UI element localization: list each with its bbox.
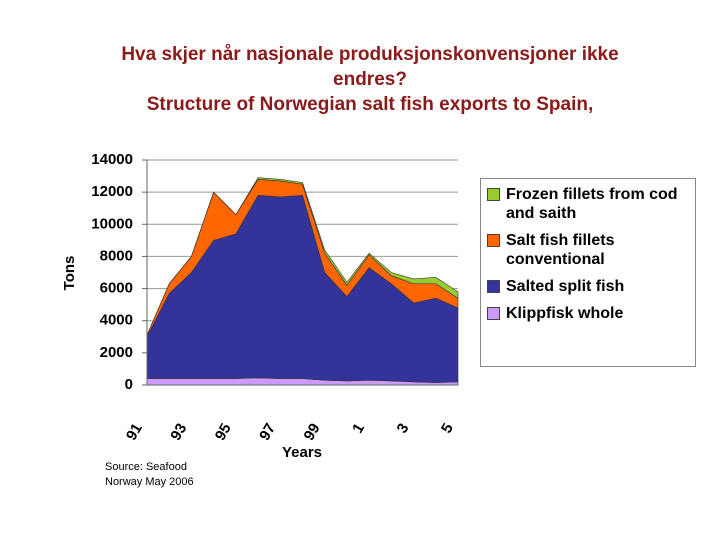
x-tick-label: 99 — [301, 420, 324, 443]
legend-label: Klippfisk whole — [506, 305, 624, 322]
legend-swatch — [487, 307, 500, 320]
x-tick-label: 95 — [212, 420, 235, 443]
x-tick-label: 3 — [394, 420, 413, 436]
legend-swatch — [487, 280, 500, 293]
chart-title: Hva skjer når nasjonale produksjonskonve… — [121, 44, 619, 90]
x-tick-label: 97 — [256, 420, 279, 443]
legend-swatch — [487, 234, 500, 247]
legend-entry: Klippfisk whole — [485, 304, 691, 323]
legend-entry: Frozen fillets from cod and saith — [485, 185, 691, 223]
legend-swatch — [487, 188, 500, 201]
legend-label: Salt fish fillets conventional — [506, 232, 615, 268]
y-tick-label: 6000 — [100, 280, 133, 297]
source-note: Source: Seafood Norway May 2006 — [105, 461, 194, 488]
y-tick-label: 14000 — [91, 151, 133, 168]
y-tick-label: 0 — [125, 376, 133, 393]
legend-label: Salted split fish — [506, 278, 625, 295]
legend: Frozen fillets from cod and saith Salt fi… — [480, 178, 696, 367]
x-tick-label: 91 — [123, 420, 146, 443]
x-tick-label: 93 — [167, 420, 190, 443]
y-axis-label: Tons — [61, 256, 78, 291]
area — [146, 177, 459, 336]
legend-entry: Salt fish fillets conventional — [485, 231, 691, 269]
y-tick-label: 10000 — [91, 215, 133, 232]
legend-label: Frozen fillets from cod and saith — [506, 186, 678, 222]
legend-entry: Salted split fish — [485, 277, 691, 296]
y-tick-label: 12000 — [91, 183, 133, 200]
x-tick-label: 5 — [438, 420, 457, 436]
chart-subtitle: Structure of Norwegian salt fish exports… — [146, 94, 594, 115]
x-tick-label: 1 — [349, 420, 368, 436]
y-tick-label: 4000 — [100, 312, 133, 329]
x-axis-label: Years — [282, 444, 322, 461]
y-tick-label: 2000 — [100, 344, 133, 361]
y-tick-label: 8000 — [100, 247, 133, 264]
